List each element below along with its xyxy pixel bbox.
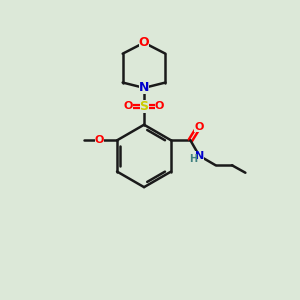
Text: S: S	[140, 100, 148, 113]
Text: O: O	[155, 101, 164, 111]
Text: O: O	[139, 36, 149, 49]
Text: N: N	[195, 151, 204, 161]
Text: O: O	[194, 122, 203, 132]
Text: H: H	[189, 154, 197, 164]
Text: O: O	[124, 101, 133, 111]
Text: N: N	[139, 81, 149, 94]
Text: O: O	[94, 135, 104, 145]
